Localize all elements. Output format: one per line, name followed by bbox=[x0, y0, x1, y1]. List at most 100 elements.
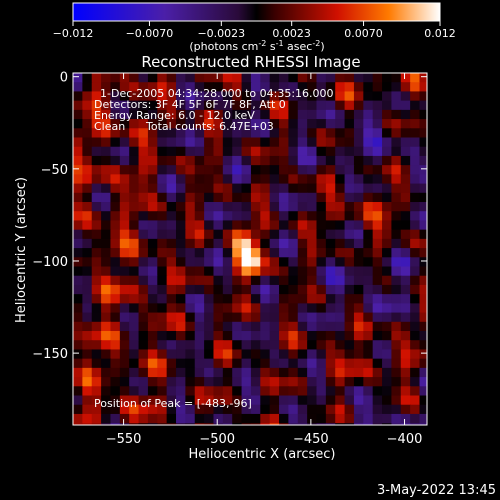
heatmap-cell bbox=[363, 331, 374, 341]
heatmap-cell bbox=[222, 91, 233, 102]
heatmap-cell bbox=[157, 109, 168, 120]
heatmap-cell bbox=[382, 331, 393, 341]
heatmap-cell bbox=[213, 229, 224, 240]
heatmap-cell bbox=[176, 257, 186, 268]
heatmap-cell bbox=[391, 211, 402, 222]
heatmap-cell bbox=[110, 331, 121, 341]
heatmap-cell bbox=[241, 109, 252, 120]
heatmap-cell bbox=[279, 367, 289, 378]
heatmap-cell bbox=[400, 367, 411, 378]
heatmap-cell bbox=[325, 423, 336, 425]
heatmap-cell bbox=[73, 284, 83, 295]
heatmap-cell bbox=[232, 100, 243, 111]
heatmap-cell bbox=[307, 220, 318, 231]
heatmap-cell bbox=[157, 331, 168, 341]
heatmap-cell bbox=[194, 119, 205, 129]
heatmap-cell bbox=[344, 284, 355, 295]
heatmap-cell bbox=[222, 109, 233, 120]
heatmap-cell bbox=[363, 248, 374, 258]
heatmap-cell bbox=[307, 367, 318, 378]
heatmap-cell bbox=[166, 358, 177, 369]
heatmap-cell bbox=[419, 413, 427, 424]
heatmap-cell bbox=[279, 275, 289, 286]
heatmap-cell bbox=[119, 303, 130, 314]
heatmap-cell bbox=[185, 404, 196, 415]
heatmap-cell bbox=[222, 128, 233, 139]
heatmap-cell bbox=[260, 183, 271, 194]
heatmap-cell bbox=[353, 331, 364, 341]
heatmap-cell bbox=[363, 266, 374, 277]
heatmap-cell bbox=[325, 174, 336, 185]
heatmap-cell bbox=[307, 192, 318, 203]
heatmap-cell bbox=[204, 155, 215, 166]
heatmap-cell bbox=[353, 238, 364, 249]
heatmap-cell bbox=[269, 349, 280, 360]
heatmap-cell bbox=[213, 331, 224, 341]
heatmap-cell bbox=[185, 109, 196, 120]
heatmap-cell bbox=[166, 377, 177, 387]
heatmap-cell bbox=[82, 82, 93, 93]
heatmap-cell bbox=[222, 174, 233, 185]
heatmap-cell bbox=[194, 294, 205, 304]
heatmap-cell bbox=[185, 100, 196, 111]
heatmap-cell bbox=[157, 119, 168, 129]
heatmap-cell bbox=[101, 128, 112, 139]
heatmap-cell bbox=[363, 340, 374, 351]
heatmap-cell bbox=[335, 238, 346, 249]
heatmap-cell bbox=[222, 340, 233, 351]
heatmap-cell bbox=[410, 413, 421, 424]
heatmap-cell bbox=[353, 358, 364, 369]
heatmap-cell bbox=[166, 349, 177, 360]
heatmap-cell bbox=[400, 155, 411, 166]
heatmap-cell bbox=[316, 155, 327, 166]
heatmap-cell bbox=[241, 386, 252, 397]
x-tick-label: −500 bbox=[199, 432, 235, 447]
heatmap-cell bbox=[232, 294, 243, 304]
heatmap-cell bbox=[157, 165, 168, 175]
heatmap-cell bbox=[73, 220, 83, 231]
heatmap-cell bbox=[204, 248, 215, 258]
heatmap-cell bbox=[194, 220, 205, 231]
heatmap-cell bbox=[410, 284, 421, 295]
heatmap-cell bbox=[73, 82, 83, 93]
heatmap-cell bbox=[325, 238, 336, 249]
heatmap-cell bbox=[279, 155, 289, 166]
heatmap-cell bbox=[410, 73, 421, 83]
heatmap-cell bbox=[353, 155, 364, 166]
heatmap-cell bbox=[176, 275, 186, 286]
heatmap-cell bbox=[297, 192, 308, 203]
heatmap-cell bbox=[372, 312, 383, 323]
heatmap-cell bbox=[391, 340, 402, 351]
heatmap-cell bbox=[166, 321, 177, 332]
heatmap-cell bbox=[82, 248, 93, 258]
heatmap-cell bbox=[382, 275, 393, 286]
heatmap-cell bbox=[185, 155, 196, 166]
heatmap-cell bbox=[204, 349, 215, 360]
heatmap-cell bbox=[279, 91, 289, 102]
heatmap-cell bbox=[110, 413, 121, 424]
heatmap-cell bbox=[166, 266, 177, 277]
heatmap-cell bbox=[250, 413, 261, 424]
heatmap-cell bbox=[250, 377, 261, 387]
heatmap-cell bbox=[241, 331, 252, 341]
heatmap-cell bbox=[204, 211, 215, 222]
heatmap-cell bbox=[279, 192, 289, 203]
heatmap-cell bbox=[166, 229, 177, 240]
heatmap-cell bbox=[119, 146, 130, 157]
heatmap-cell bbox=[204, 137, 215, 148]
heatmap-cell bbox=[335, 128, 346, 139]
heatmap-cell bbox=[363, 386, 374, 397]
heatmap-cell bbox=[372, 109, 383, 120]
heatmap-cell bbox=[250, 358, 261, 369]
heatmap-cell bbox=[176, 386, 186, 397]
heatmap-cell bbox=[372, 275, 383, 286]
heatmap-cell bbox=[297, 331, 308, 341]
heatmap-cell bbox=[241, 248, 252, 258]
heatmap-cell bbox=[213, 340, 224, 351]
heatmap-cell bbox=[204, 192, 215, 203]
total-counts-label: Total counts: 6.47E+03 bbox=[145, 120, 274, 133]
heatmap-cell bbox=[119, 174, 130, 185]
heatmap-cell bbox=[391, 155, 402, 166]
heatmap-cell bbox=[335, 413, 346, 424]
heatmap-cell bbox=[250, 266, 261, 277]
